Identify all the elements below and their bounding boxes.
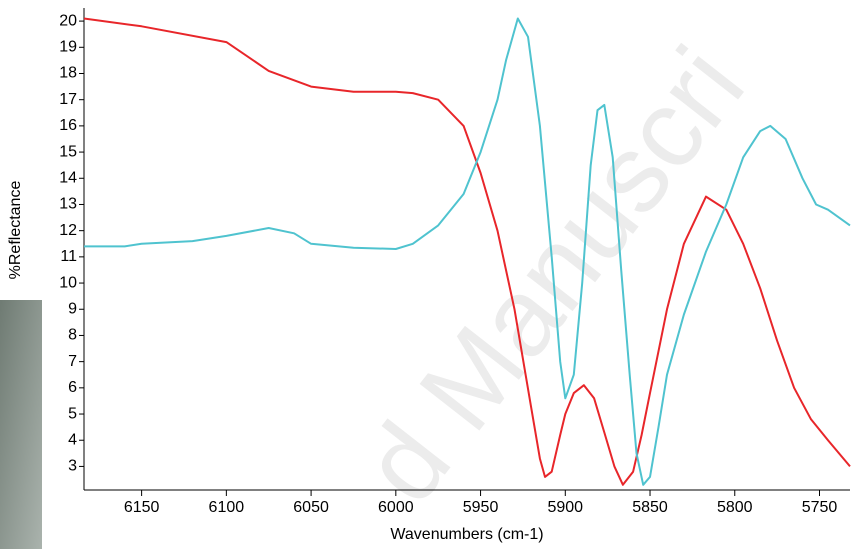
y-tick-label: 14	[59, 169, 77, 186]
y-tick-label: 16	[59, 117, 77, 134]
x-tick-label: 6100	[209, 499, 245, 516]
background-photo	[0, 300, 42, 549]
y-tick-label: 11	[60, 248, 77, 265]
y-tick-label: 13	[59, 196, 77, 213]
x-tick-label: 6000	[378, 499, 414, 516]
series-line	[84, 17, 851, 486]
x-tick-label: 5850	[632, 499, 668, 516]
x-tick-label: 5950	[463, 499, 499, 516]
y-tick-label: 9	[68, 300, 77, 317]
x-axis-label: Wavenumbers (cm-1)	[390, 526, 543, 543]
x-tick-label: 5750	[802, 499, 838, 516]
x-tick-label: 5800	[717, 499, 753, 516]
y-tick-label: 7	[68, 353, 77, 370]
y-tick-label: 15	[59, 143, 77, 160]
y-tick-label: 20	[59, 12, 77, 29]
y-tick-label: 17	[59, 91, 77, 108]
y-tick-label: 19	[59, 39, 77, 56]
y-tick-label: 6	[68, 379, 77, 396]
x-tick-label: 6150	[124, 499, 160, 516]
y-tick-label: 3	[68, 458, 77, 475]
y-tick-label: 4	[68, 431, 77, 448]
x-tick-label: 6050	[293, 499, 329, 516]
y-tick-label: 5	[68, 405, 77, 422]
x-tick-label: 5900	[547, 499, 583, 516]
y-axis-label: %Reflectance	[7, 181, 24, 280]
series-line	[83, 17, 851, 486]
y-tick-label: 10	[59, 274, 77, 291]
y-tick-label: 18	[59, 65, 77, 82]
y-tick-label: 8	[68, 327, 77, 344]
y-tick-label: 12	[59, 222, 77, 239]
